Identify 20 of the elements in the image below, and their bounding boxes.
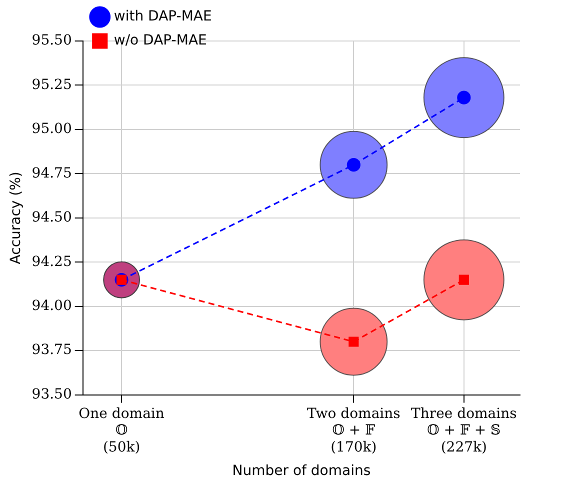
- y-tick-label: 94.25: [32, 254, 72, 270]
- point: [457, 90, 471, 104]
- point: [346, 158, 360, 172]
- point: [458, 274, 469, 285]
- x-axis-title: Number of domains: [232, 463, 371, 480]
- legend-label: with DAP-MAE: [114, 8, 212, 25]
- y-tick-label: 94.75: [32, 165, 72, 182]
- x-tick-label: Three domains 𝕆 + 𝔽 + 𝕊 (227k): [411, 406, 517, 456]
- y-tick-label: 94.50: [32, 210, 72, 226]
- y-tick-label: 95.25: [32, 76, 72, 93]
- x-tick-label: Two domains 𝕆 + 𝔽 (170k): [306, 406, 400, 456]
- y-tick-label: 95.50: [32, 32, 72, 49]
- y-tick-label: 95.00: [32, 121, 72, 138]
- y-tick-label: 93.50: [32, 386, 72, 402]
- x-tick-label: One domain 𝕆 (50k): [78, 406, 164, 456]
- y-axis-title: Accuracy (%): [8, 172, 24, 264]
- y-tick-label: 94.00: [32, 298, 72, 314]
- point: [348, 336, 359, 347]
- legend-label: w/o DAP-MAE: [114, 32, 207, 49]
- y-tick-label: 93.75: [32, 342, 72, 358]
